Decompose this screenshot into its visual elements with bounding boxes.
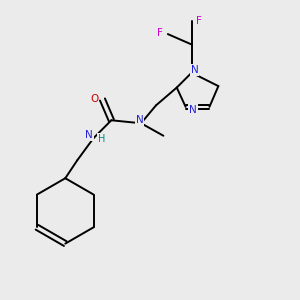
Text: N: N bbox=[85, 130, 93, 140]
Text: F: F bbox=[158, 28, 163, 38]
Text: N: N bbox=[189, 105, 197, 115]
Text: N: N bbox=[191, 65, 199, 75]
Text: O: O bbox=[90, 94, 98, 104]
Text: F: F bbox=[196, 16, 202, 26]
Text: N: N bbox=[136, 115, 143, 125]
Text: H: H bbox=[98, 134, 106, 144]
